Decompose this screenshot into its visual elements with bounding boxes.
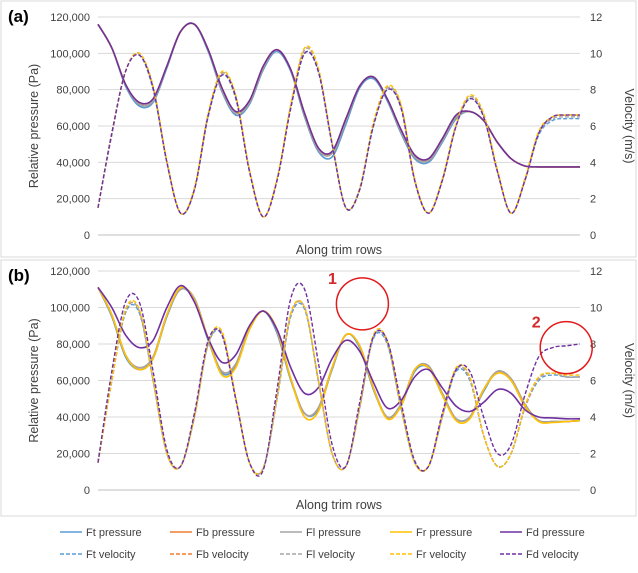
y-right-tick-label: 2 <box>590 449 596 461</box>
annotation-circle-1 <box>335 277 390 331</box>
y-left-tick-label: 0 <box>84 230 90 242</box>
y-left-tick-label: 60,000 <box>56 376 90 388</box>
y-right-tick-label: 12 <box>590 12 602 24</box>
y-right-tick-label: 0 <box>590 230 596 242</box>
series-fd-pressure <box>97 284 581 420</box>
panel-label: (b) <box>8 266 30 285</box>
y-left-tick-label: 0 <box>84 485 90 497</box>
legend-entry: Fb velocity <box>196 549 249 561</box>
series-fd-velocity <box>97 50 581 218</box>
legend-entry: Fd velocity <box>526 549 579 561</box>
y-right-axis-label: Velocity (m/s) <box>622 343 636 418</box>
legend-entry: Fl velocity <box>306 549 355 561</box>
y-right-tick-label: 4 <box>590 412 596 424</box>
panel-label: (a) <box>8 7 29 26</box>
y-right-tick-label: 6 <box>590 121 596 133</box>
y-left-tick-label: 40,000 <box>56 412 90 424</box>
y-left-tick-label: 20,000 <box>56 194 90 206</box>
y-left-tick-label: 60,000 <box>56 121 90 133</box>
y-left-tick-label: 120,000 <box>50 12 90 24</box>
y-right-tick-label: 8 <box>590 85 596 97</box>
x-axis-label: Along trim rows <box>296 243 382 257</box>
y-left-tick-label: 40,000 <box>56 157 90 169</box>
legend-entry: Fr velocity <box>416 549 467 561</box>
y-right-axis-label: Velocity (m/s) <box>622 88 636 163</box>
y-left-tick-label: 20,000 <box>56 449 90 461</box>
y-right-tick-label: 6 <box>590 376 596 388</box>
legend: Ft pressure Fb pressure Fl pressure Fr pres… <box>60 527 585 561</box>
y-right-tick-label: 4 <box>590 157 596 169</box>
y-left-axis-label: Relative pressure (Pa) <box>27 64 41 188</box>
y-left-tick-label: 80,000 <box>56 85 90 97</box>
annotation-label-2: 2 <box>532 315 541 332</box>
legend-entry: Ft pressure <box>86 527 142 539</box>
y-left-tick-label: 120,000 <box>50 266 90 278</box>
y-right-tick-label: 10 <box>590 303 602 315</box>
annotation-label-1: 1 <box>328 271 337 288</box>
y-left-tick-label: 100,000 <box>50 303 90 315</box>
y-right-tick-label: 12 <box>590 266 602 278</box>
panel-a-border <box>0 0 637 258</box>
y-right-tick-label: 0 <box>590 485 596 497</box>
y-left-axis-label: Relative pressure (Pa) <box>27 318 41 442</box>
legend-entry: Fd pressure <box>526 527 585 539</box>
y-left-tick-label: 100,000 <box>50 48 90 60</box>
y-right-tick-label: 8 <box>590 339 596 351</box>
annotation-circle-2 <box>539 320 593 375</box>
y-right-tick-label: 10 <box>590 48 602 60</box>
x-axis-label: Along trim rows <box>296 498 382 512</box>
series-fd-velocity <box>97 282 581 477</box>
legend-entry: Ft velocity <box>86 549 136 561</box>
panel-a: 0 0 20,000 2 40,000 4 60,000 6 80,000 8 100,000 10 1… <box>8 7 636 257</box>
series-fd-pressure <box>97 22 580 168</box>
panel-b: 0 0 20,000 2 40,000 4 60,000 6 80,000 8 100,000 10 1… <box>8 266 636 512</box>
y-left-tick-label: 80,000 <box>56 339 90 351</box>
legend-entry: Fr pressure <box>416 527 472 539</box>
y-right-tick-label: 2 <box>590 194 596 206</box>
legend-entry: Fl pressure <box>306 527 361 539</box>
legend-entry: Fb pressure <box>196 527 255 539</box>
panel-b-border <box>0 259 637 517</box>
